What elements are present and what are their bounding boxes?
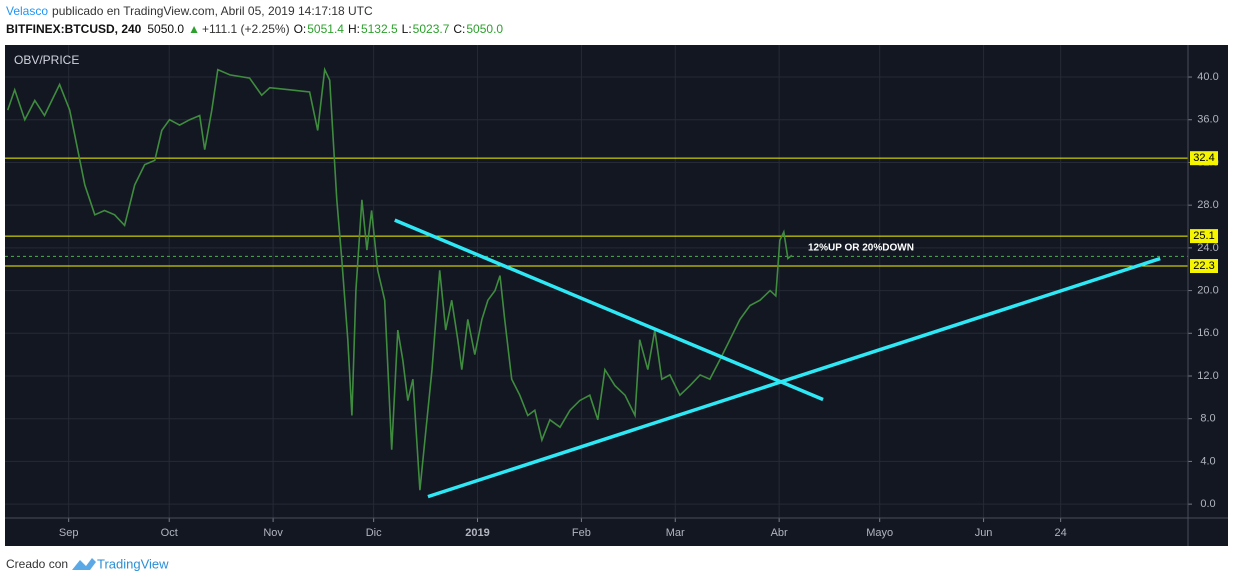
level-label-box [1190, 229, 1218, 244]
last-price: 5050.0 [147, 22, 184, 36]
y-tick-label: 40.0 [1197, 71, 1218, 83]
ohlc-value: 5051.4 [307, 22, 344, 36]
x-tick-label: 24 [1055, 527, 1067, 539]
tradingview-logo [72, 558, 96, 570]
change-arrow: ▲ [188, 22, 200, 36]
y-tick-label: 24.0 [1197, 242, 1218, 254]
x-tick-label: Dic [366, 527, 382, 539]
ohlc-label: L: [402, 22, 412, 36]
y-tick-label: 28.0 [1197, 199, 1218, 211]
ohlc-value: 5132.5 [361, 22, 398, 36]
trendline [427, 256, 1161, 499]
footer-prefix: Creado con [6, 557, 68, 571]
ohlc-value: 5023.7 [413, 22, 450, 36]
annotation: 12%UP OR 20%DOWN [808, 243, 914, 254]
y-tick-label: 4.0 [1200, 455, 1215, 467]
y-tick-label: 16.0 [1197, 327, 1218, 339]
series-name: OBV/PRICE [14, 53, 79, 67]
level-label-box [1190, 259, 1218, 274]
level-label-box [1190, 151, 1218, 166]
ohlc-label: O: [294, 22, 307, 36]
footer-brand: TradingView [97, 556, 169, 571]
y-tick-label: 20.0 [1197, 284, 1218, 296]
y-tick-label: 8.0 [1200, 413, 1215, 425]
y-tick-label: 36.0 [1197, 114, 1218, 126]
x-tick-label: 2019 [465, 527, 489, 539]
y-tick-label: 12.0 [1197, 370, 1218, 382]
published-info: publicado en TradingView.com, Abril 05, … [52, 4, 373, 18]
x-tick-label: Jun [975, 527, 993, 539]
trendline [394, 218, 824, 402]
x-tick-label: Mayo [866, 527, 893, 539]
x-tick-label: Nov [263, 527, 283, 539]
x-tick-label: Feb [572, 527, 591, 539]
series-line [6, 66, 793, 491]
level-label: 25.1 [1193, 230, 1214, 242]
ohlc-value: 5050.0 [466, 22, 503, 36]
x-tick-label: Abr [771, 527, 788, 539]
change: +111.1 (+2.25%) [202, 22, 290, 36]
y-tick-label: 0.0 [1200, 498, 1215, 510]
plot-area [5, 45, 1188, 518]
ohlc-label: C: [453, 22, 465, 36]
ohlc-label: H: [348, 22, 360, 36]
level-label: 32.4 [1193, 152, 1214, 164]
x-tick-label: Sep [59, 527, 79, 539]
x-tick-label: Oct [161, 527, 178, 539]
x-tick-label: Mar [666, 527, 685, 539]
author: Velasco [6, 4, 48, 18]
level-label: 22.3 [1193, 260, 1214, 272]
symbol: BITFINEX:BTCUSD, 240 [6, 22, 142, 36]
